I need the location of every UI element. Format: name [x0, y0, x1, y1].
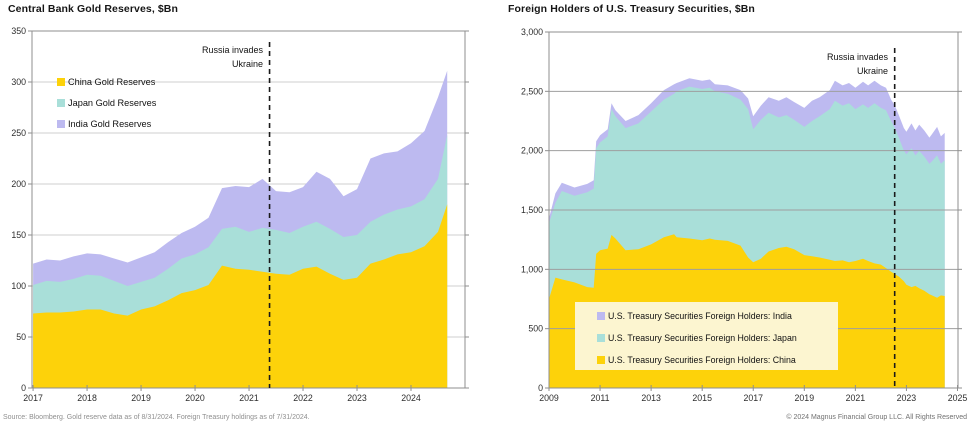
y-axis-label: 1,000	[521, 264, 543, 274]
x-axis-label: 2019	[131, 393, 151, 403]
y-axis-label: 300	[11, 77, 26, 87]
x-axis-label: 2021	[846, 393, 866, 403]
legend-box	[575, 302, 838, 370]
y-axis-label: 2,000	[521, 146, 543, 156]
legend-swatch	[597, 356, 605, 364]
x-axis-label: 2017	[743, 393, 763, 403]
x-axis-label: 2011	[591, 393, 610, 403]
x-axis-label: 2021	[239, 393, 259, 403]
x-axis-label: 2017	[23, 393, 43, 403]
y-axis-label: 1,500	[521, 205, 543, 215]
y-axis-label: 2,500	[521, 86, 543, 96]
x-axis-label: 2024	[401, 393, 421, 403]
x-axis-label: 2022	[293, 393, 313, 403]
gold-chart-title: Central Bank Gold Reserves, $Bn	[8, 3, 178, 15]
legend-swatch	[597, 312, 605, 320]
gold-reserves-chart: 0 50 100 150 200 250 300 350 2017 2018 2019 2020 202…	[11, 26, 469, 403]
x-axis-label: 2019	[795, 393, 815, 403]
copyright-note: © 2024 Magnus Financial Group LLC. All R…	[786, 414, 967, 421]
annotation-text: Russia invades	[827, 52, 889, 62]
x-axis-label: 2015	[692, 393, 712, 403]
legend-label: India Gold Reserves	[68, 119, 152, 129]
treasury-chart-title: Foreign Holders of U.S. Treasury Securit…	[508, 3, 755, 15]
y-axis-label: 3,000	[521, 27, 543, 37]
legend-swatch	[597, 334, 605, 342]
x-axis-label: 2025	[948, 393, 968, 403]
legend-swatch	[57, 99, 65, 107]
y-axis-label: 50	[16, 332, 26, 342]
y-axis-label: 200	[11, 179, 26, 189]
x-axis-label: 2023	[897, 393, 917, 403]
x-axis-label: 2023	[347, 393, 367, 403]
y-axis-label: 500	[528, 324, 543, 334]
source-note: Source: Bloomberg. Gold reserve data as …	[3, 414, 310, 421]
x-axis-label: 2013	[641, 393, 661, 403]
legend-swatch	[57, 78, 65, 86]
y-axis-label: 150	[11, 230, 26, 240]
x-axis-label: 2020	[185, 393, 205, 403]
y-axis-label: 0	[538, 383, 543, 393]
annotation-text: Ukraine	[232, 59, 263, 69]
legend-label: U.S. Treasury Securities Foreign Holders…	[608, 355, 796, 365]
y-axis-label: 100	[11, 281, 26, 291]
legend-label: China Gold Reserves	[68, 77, 156, 87]
treasury-holders-chart: 0 500 1,000 1,500 2,000 2,500 3,000 2009 2011 201…	[521, 27, 968, 403]
legend-label: Japan Gold Reserves	[68, 98, 157, 108]
annotation-text: Ukraine	[857, 66, 888, 76]
y-axis-label: 0	[21, 383, 26, 393]
legend-swatch	[57, 120, 65, 128]
x-axis-label: 2009	[539, 393, 559, 403]
y-axis-label: 250	[11, 128, 26, 138]
area-china-gold-reserves	[33, 204, 448, 388]
legend-label: U.S. Treasury Securities Foreign Holders…	[608, 311, 792, 321]
annotation-text: Russia invades	[202, 45, 264, 55]
x-axis-label: 2018	[77, 393, 97, 403]
y-axis-label: 350	[11, 26, 26, 36]
legend-label: U.S. Treasury Securities Foreign Holders…	[608, 333, 797, 343]
